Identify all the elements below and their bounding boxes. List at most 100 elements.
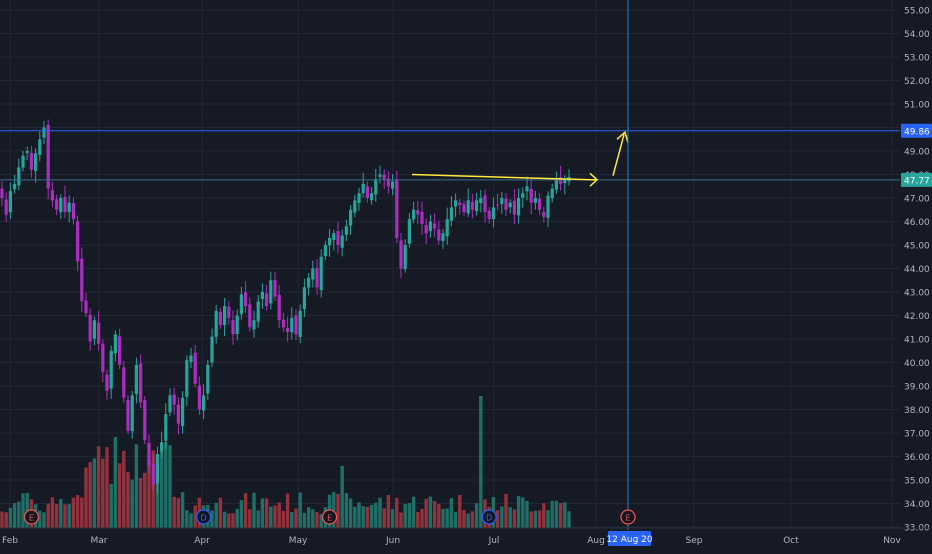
volume-bar xyxy=(277,502,281,528)
candle-body xyxy=(374,179,378,195)
candle-body xyxy=(17,167,21,186)
trend-line[interactable] xyxy=(411,173,597,181)
candle-body xyxy=(218,311,222,325)
volume-bar xyxy=(294,508,298,528)
candle-body xyxy=(290,317,294,333)
candle-body xyxy=(202,395,206,411)
volume-bar xyxy=(336,493,340,528)
horizontal-lines[interactable] xyxy=(0,130,900,181)
candle-body xyxy=(483,195,487,213)
y-tick-label: 52.00 xyxy=(904,77,930,87)
candle-body xyxy=(323,245,327,257)
volume-bar xyxy=(138,478,143,528)
candle-body xyxy=(466,200,470,214)
candle-body xyxy=(214,310,218,337)
candle-body xyxy=(38,139,42,155)
volume-bar xyxy=(248,509,252,528)
candle-body xyxy=(84,300,88,314)
volume-bar xyxy=(231,513,235,528)
earnings-badge[interactable] xyxy=(23,509,40,525)
volume-bar xyxy=(332,492,336,528)
volume-bar xyxy=(357,502,361,528)
candle-body xyxy=(239,294,243,315)
candle-body xyxy=(344,226,348,235)
event-badge-label: E xyxy=(327,514,332,523)
candle-body xyxy=(470,201,474,210)
crosshair-date-tag[interactable] xyxy=(608,531,651,546)
price-axis[interactable]: 55.0054.0053.0052.0051.0050.0049.0048.00… xyxy=(900,0,932,550)
candle-body xyxy=(76,221,80,262)
dividend-badge[interactable] xyxy=(481,509,497,525)
candle-body xyxy=(487,210,491,220)
earnings-badge[interactable] xyxy=(620,509,636,525)
x-tick-label: Aug xyxy=(587,536,605,546)
candle-body xyxy=(25,151,29,153)
candle-body xyxy=(357,193,361,203)
time-axis[interactable]: Feb Mar Apr May Jun Jul Aug Sep Oct Nov 12 Aug 20 xyxy=(0,527,932,546)
price-tag[interactable] xyxy=(901,172,932,187)
target-arrow-head[interactable] xyxy=(616,130,629,143)
trend-arrow-head[interactable] xyxy=(589,172,599,187)
y-tick-label: 51.00 xyxy=(904,101,930,111)
volume-bar xyxy=(168,445,172,528)
target-arrow[interactable] xyxy=(612,134,625,176)
volume-bar xyxy=(8,507,13,528)
candle-body xyxy=(340,235,344,248)
candle-body xyxy=(504,198,508,210)
dividend-badge[interactable] xyxy=(195,509,212,525)
volume-bar xyxy=(54,504,59,528)
candle-body xyxy=(538,198,542,210)
volume-bar xyxy=(525,500,529,528)
x-tick-label: Nov xyxy=(883,536,901,546)
candle-body xyxy=(29,152,33,170)
volume-bar xyxy=(374,502,378,528)
volume-bar xyxy=(474,503,479,528)
price-tag-label: 47.77 xyxy=(904,176,930,186)
volume-bar xyxy=(458,494,462,528)
volume-bar xyxy=(315,511,319,528)
event-badge-label: D xyxy=(201,514,207,523)
x-tick-label: Mar xyxy=(91,536,108,546)
volume-bar xyxy=(159,449,164,528)
annotations[interactable] xyxy=(411,130,629,187)
candle-body xyxy=(231,320,235,335)
volume-bar xyxy=(344,493,349,528)
volume-bar xyxy=(227,513,231,528)
candle-body xyxy=(13,183,17,190)
candle-body xyxy=(147,442,151,466)
volume-bar xyxy=(105,447,109,528)
candle-body xyxy=(407,219,411,244)
candle-body xyxy=(273,279,277,297)
volume-bar xyxy=(38,510,42,528)
volume-bar xyxy=(117,463,122,528)
volume-bar xyxy=(416,512,420,528)
volume-bar xyxy=(500,506,504,528)
candle-body xyxy=(525,186,529,192)
candle-body xyxy=(155,454,159,484)
y-tick-label: 42.00 xyxy=(904,312,930,322)
volume-bar xyxy=(403,504,407,528)
candle-body xyxy=(462,204,466,213)
price-tag[interactable] xyxy=(901,123,932,138)
volume-bar xyxy=(269,506,273,528)
volume-bar xyxy=(563,502,567,528)
volume-bar xyxy=(504,493,508,528)
candle-body xyxy=(0,188,4,198)
volume-bar xyxy=(319,513,323,528)
candle-body xyxy=(118,336,122,365)
y-tick-label: 43.00 xyxy=(904,289,930,299)
volume-bar xyxy=(449,498,454,528)
candle-body xyxy=(67,202,71,213)
candle-body xyxy=(361,183,365,194)
x-tick-label: Oct xyxy=(783,536,799,546)
candle-body xyxy=(46,124,50,189)
event-badge-label: E xyxy=(29,514,34,523)
candle-body xyxy=(126,399,130,431)
y-tick-label: 38.00 xyxy=(904,406,930,416)
earnings-badge[interactable] xyxy=(321,509,338,525)
volume-bar xyxy=(441,508,445,528)
candle-body xyxy=(210,336,214,363)
